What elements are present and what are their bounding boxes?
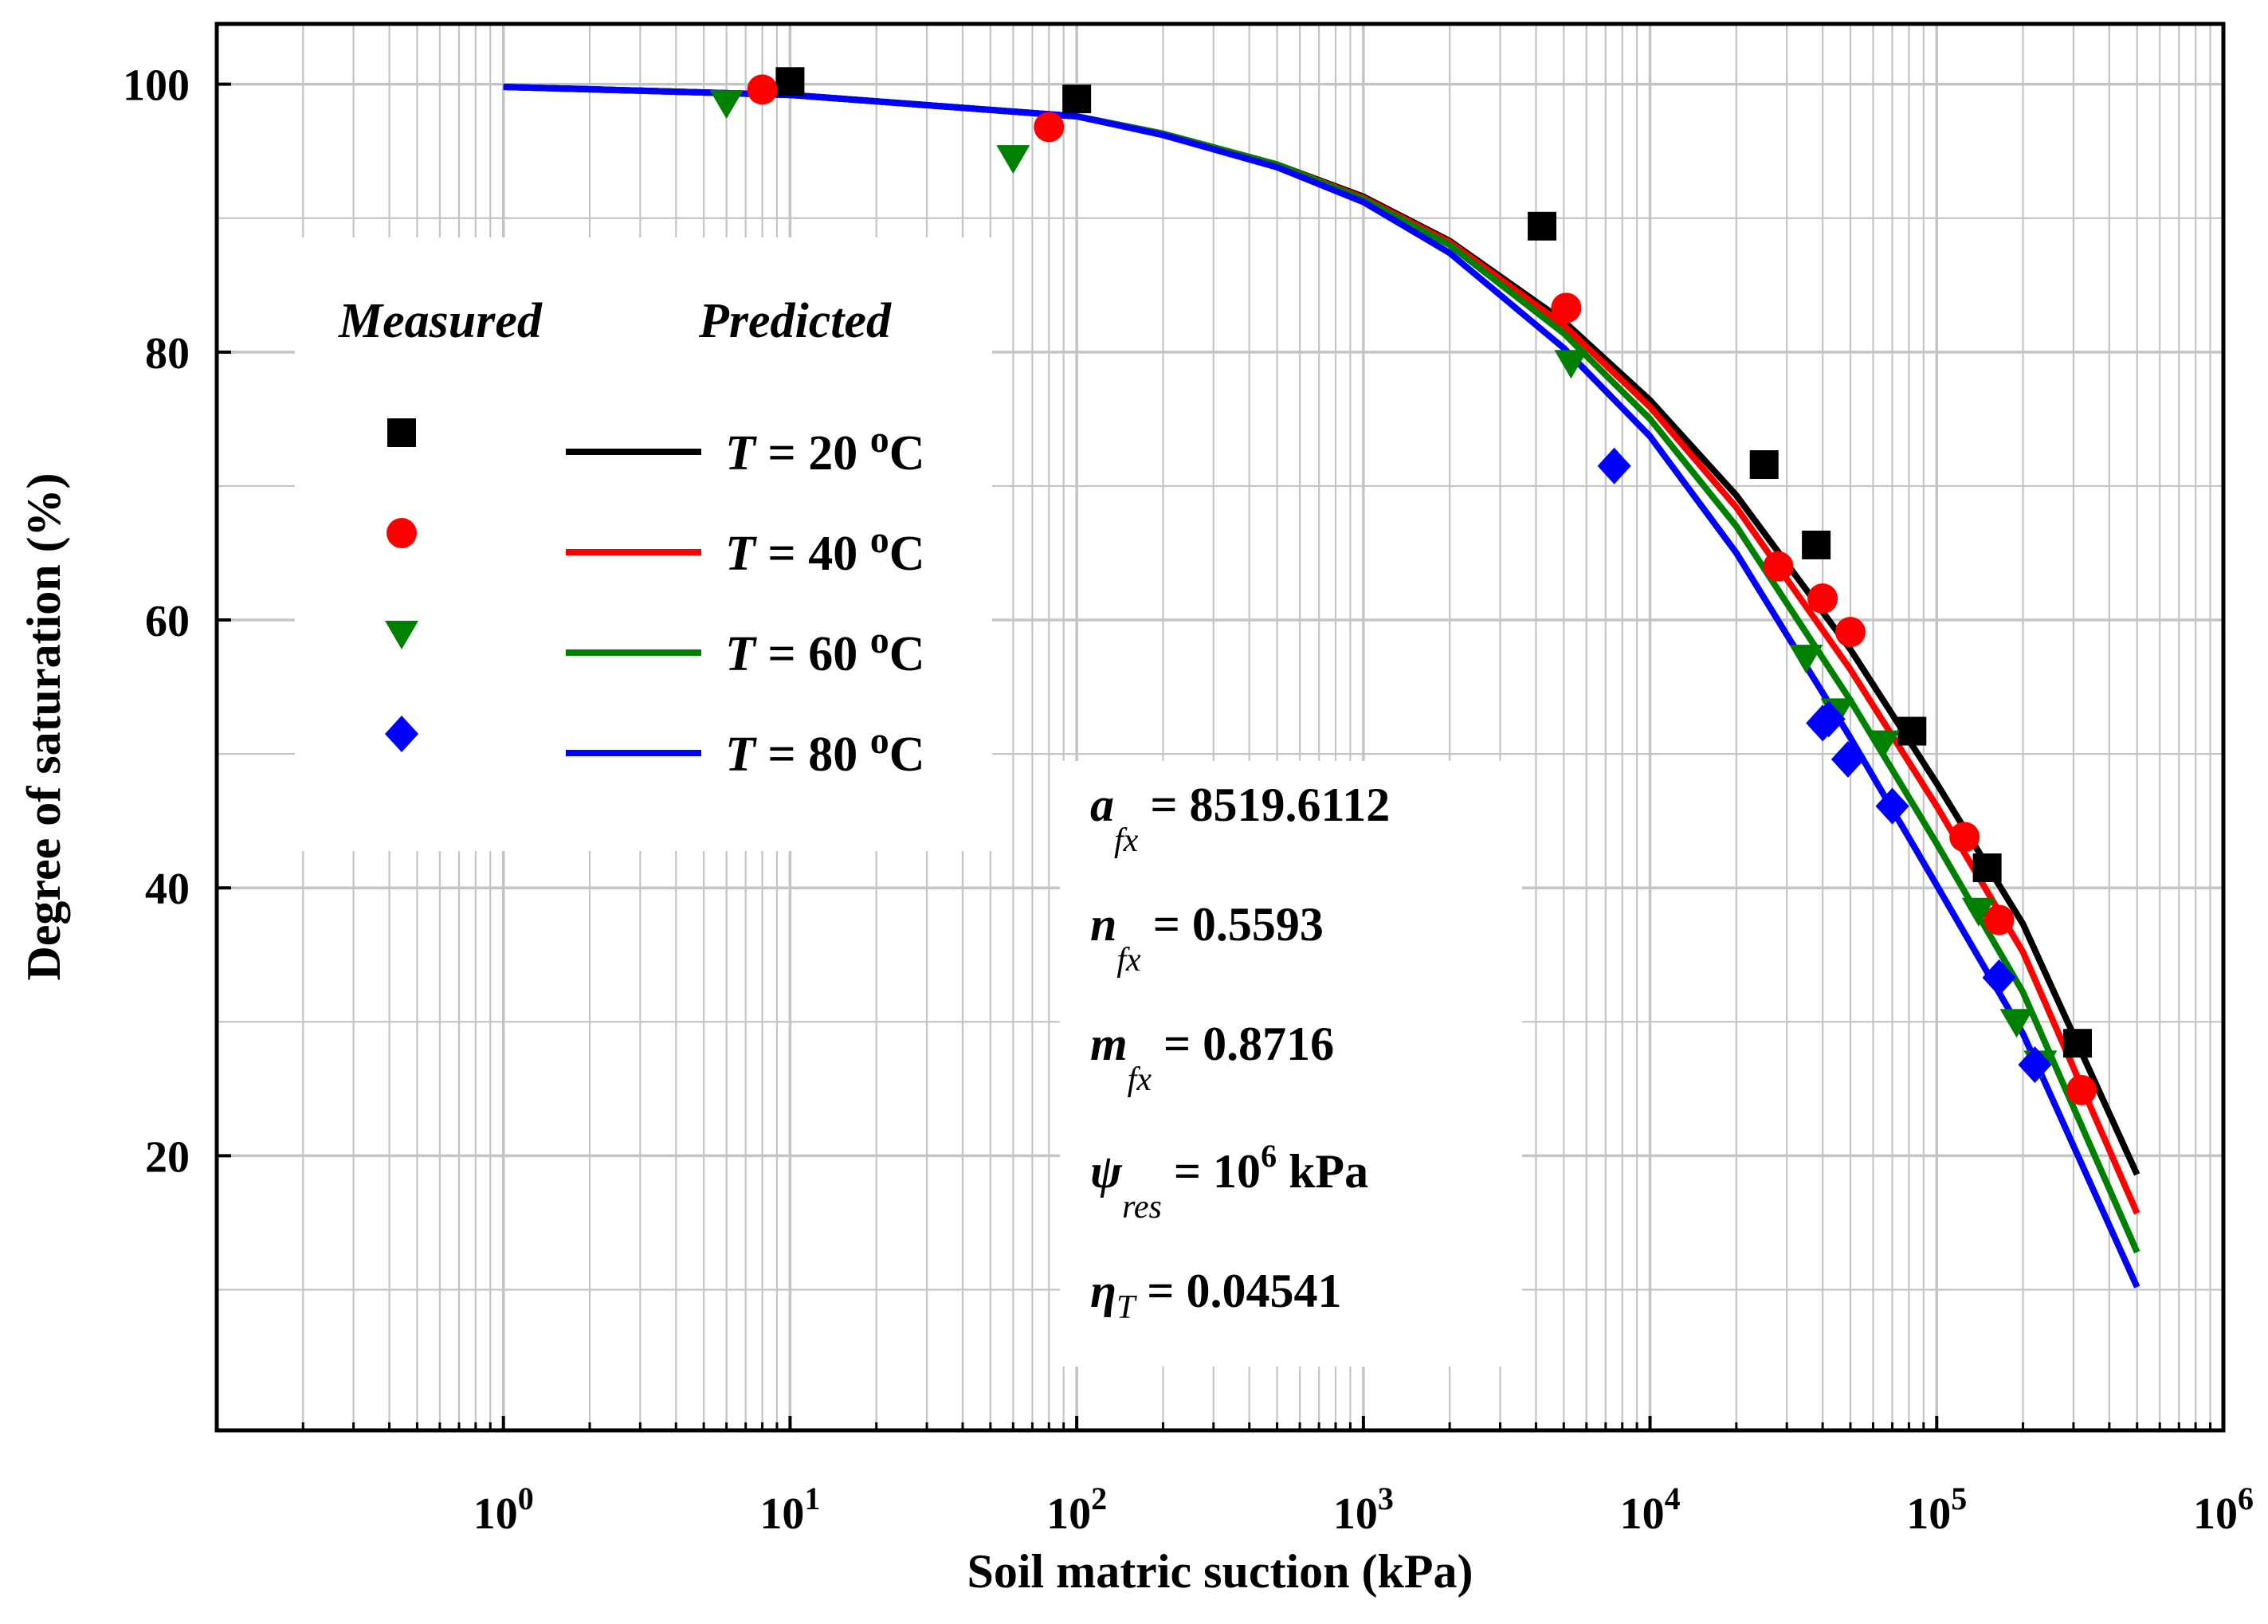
measured-point-4 [1811, 700, 1846, 738]
measured-point-2 [1835, 617, 1866, 648]
measured-point-2 [1551, 292, 1582, 324]
x-tick-label: 100 [473, 1481, 534, 1539]
legend-marker-1 [387, 418, 416, 447]
x-tick-label: 105 [1906, 1481, 1967, 1539]
legend-marker-4 [385, 716, 418, 752]
parameter-box-background [1060, 761, 1522, 1367]
measured-point-1 [1897, 716, 1927, 746]
legend-predicted-header: Predicted [698, 294, 892, 348]
measured-point-1 [1802, 530, 1831, 559]
measured-point-1 [1972, 853, 2002, 882]
y-tick-label: 80 [145, 329, 190, 379]
legend-marker-3 [385, 621, 418, 649]
x-tick-label: 103 [1333, 1481, 1394, 1539]
parameter-4: ψres = 106 kPa [1090, 1138, 1368, 1226]
plot-frame [214, 22, 2226, 1433]
parameter-3: mfx = 0.8716 [1090, 1018, 1334, 1098]
measured-point-4 [1875, 787, 1909, 825]
model-parameters: afx = 8519.6112 nfx = 0.5593 mfx = 0.8716 ψ… [1090, 779, 1390, 1326]
legend-measured-header: Measured [338, 294, 543, 348]
legend-entries: T = 20 oC T = 40 oC T = 60 oC T = 80 oC [385, 418, 925, 782]
measured-point-2 [1949, 822, 1980, 853]
y-tick-label: 40 [145, 865, 190, 914]
y-tick-label: 60 [145, 597, 190, 646]
measured-point-3 [1999, 1009, 2034, 1038]
measured-point-1 [1062, 84, 1092, 114]
legend: Measured Predicted T = 20 oCT = 40 oCT =… [338, 294, 925, 782]
legend-marker-2 [387, 518, 417, 548]
legend-label-4: T = 80 oC [725, 720, 925, 782]
x-tick-label: 102 [1046, 1481, 1107, 1539]
measured-point-1 [775, 67, 805, 96]
parameter-1: afx = 8519.6112 [1090, 779, 1390, 859]
measured-points [709, 67, 2097, 1106]
x-tick-label: 106 [2193, 1481, 2254, 1539]
measured-point-3 [1866, 730, 1900, 759]
x-tick-label: 104 [1620, 1481, 1681, 1539]
measured-point-1 [2063, 1029, 2093, 1058]
measured-point-2 [1807, 583, 1838, 614]
legend-label-2: T = 40 oC [725, 519, 925, 581]
measured-point-4 [2018, 1046, 2052, 1084]
measured-point-3 [1554, 350, 1588, 379]
measured-point-2 [2066, 1075, 2097, 1106]
measured-point-2 [1034, 112, 1065, 143]
measured-point-2 [1984, 904, 2015, 936]
measured-point-1 [1749, 450, 1779, 480]
predicted-curves [503, 84, 2140, 1289]
y-tick-label: 20 [145, 1132, 190, 1182]
measured-point-3 [1789, 645, 1823, 674]
y-tick-label: 100 [123, 61, 190, 111]
measured-point-3 [1961, 897, 1995, 927]
measured-point-3 [709, 90, 744, 120]
measured-point-4 [1830, 740, 1865, 778]
measured-point-2 [747, 74, 778, 105]
y-axis-label: Degree of saturation (%) [18, 473, 70, 980]
measured-point-1 [1528, 211, 1557, 241]
measured-point-4 [1597, 447, 1631, 484]
legend-label-1: T = 20 oC [725, 418, 925, 481]
measured-point-4 [1982, 959, 2016, 996]
axis-ticks: 100 101 102 103 104 105 106 20 40 60 80 100 [123, 61, 2254, 1539]
legend-label-3: T = 60 oC [725, 619, 925, 681]
predicted-curve-4 [503, 84, 2140, 1289]
measured-point-3 [996, 145, 1030, 175]
measured-point-2 [1763, 551, 1794, 582]
x-axis-label: Soil matric suction (kPa) [967, 1545, 1473, 1598]
parameter-2: nfx = 0.5593 [1090, 898, 1324, 979]
parameter-5: ηT = 0.04541 [1090, 1265, 1342, 1326]
x-tick-label: 101 [759, 1481, 820, 1539]
